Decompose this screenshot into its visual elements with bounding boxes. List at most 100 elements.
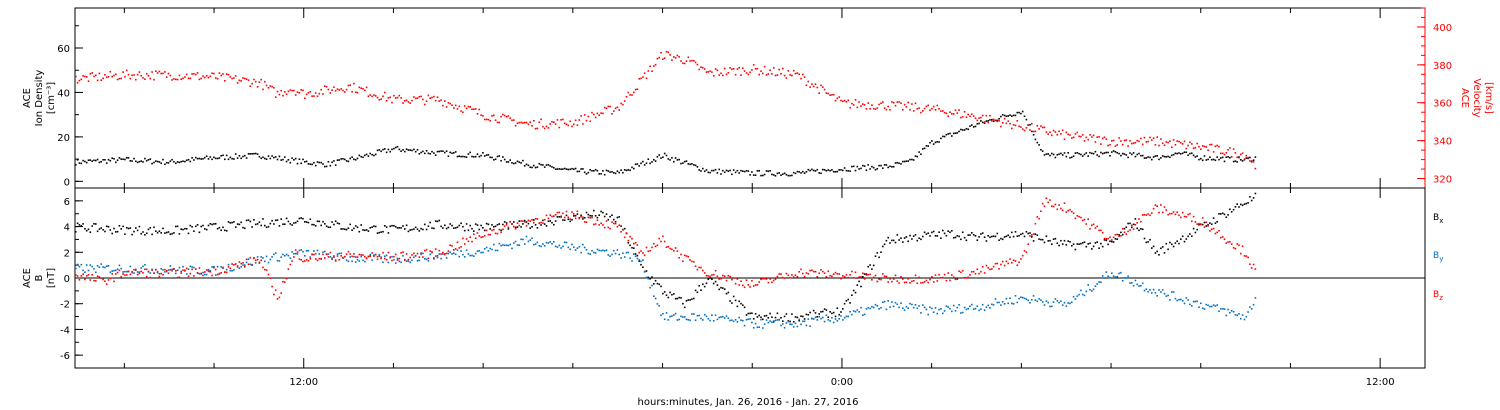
data-point (742, 67, 744, 69)
data-point (76, 275, 79, 277)
data-point (378, 99, 381, 101)
data-point (285, 217, 288, 220)
data-point (193, 266, 195, 269)
data-point (665, 246, 668, 248)
data-point (1134, 218, 1137, 220)
data-point (1123, 277, 1126, 279)
data-point (932, 105, 935, 108)
data-point (682, 316, 684, 318)
data-point (1241, 204, 1244, 207)
data-point (413, 148, 415, 151)
data-point (763, 173, 766, 176)
data-point (402, 251, 404, 253)
data-point (1034, 130, 1037, 133)
data-point (1054, 156, 1057, 159)
data-point (678, 56, 680, 58)
data-point (367, 95, 370, 98)
data-point (222, 267, 224, 270)
data-point (1023, 115, 1026, 118)
data-point (894, 162, 897, 164)
data-point (1200, 223, 1202, 226)
data-point (1007, 302, 1009, 305)
data-point (1161, 155, 1164, 157)
data-point (971, 232, 973, 234)
data-point (1185, 238, 1188, 240)
data-point (529, 239, 531, 241)
data-point (829, 94, 831, 96)
data-point (1214, 145, 1217, 148)
data-point (396, 227, 399, 229)
data-point (1045, 197, 1048, 200)
data-point (222, 73, 224, 75)
data-point (1174, 144, 1177, 146)
data-point (214, 77, 217, 79)
data-point (278, 225, 281, 227)
data-point (1036, 234, 1039, 236)
y-axis-title-line: ACE (22, 88, 33, 108)
data-point (1012, 124, 1015, 126)
data-point (860, 306, 862, 309)
data-point (120, 77, 122, 80)
data-point (82, 75, 84, 77)
data-point (127, 227, 130, 230)
data-point (1210, 143, 1213, 146)
data-point (596, 216, 599, 219)
data-point (609, 215, 611, 218)
data-point (118, 269, 121, 272)
data-point (245, 258, 248, 261)
data-point (834, 315, 837, 318)
data-point (725, 169, 728, 172)
data-point (447, 226, 450, 229)
data-point (671, 315, 673, 317)
data-point (75, 267, 77, 270)
data-point (1154, 155, 1157, 157)
data-point (1058, 130, 1060, 133)
data-point (345, 88, 348, 91)
data-point (851, 294, 853, 296)
data-point (660, 314, 662, 316)
data-point (1143, 213, 1146, 216)
data-point (1214, 232, 1217, 235)
data-point (831, 312, 833, 315)
data-point (543, 218, 546, 221)
data-point (209, 156, 212, 158)
y-axis-title-line: [nT] (46, 268, 57, 288)
data-point (923, 107, 926, 110)
data-point (1229, 147, 1231, 149)
data-point (1003, 236, 1006, 238)
data-point (752, 285, 755, 287)
data-point (981, 232, 984, 234)
data-point (716, 318, 719, 321)
data-point (294, 252, 297, 255)
data-point (1036, 125, 1039, 127)
data-point (184, 160, 186, 163)
data-point (389, 150, 391, 153)
data-point (978, 236, 980, 238)
data-point (1138, 285, 1140, 287)
data-point (609, 227, 611, 230)
data-point (600, 222, 602, 225)
data-point (603, 215, 606, 218)
data-point (231, 221, 233, 224)
data-point (1083, 140, 1086, 142)
data-point (158, 230, 161, 232)
data-point (1103, 277, 1106, 279)
data-point (291, 260, 293, 262)
data-point (689, 60, 691, 62)
data-point (769, 312, 771, 315)
data-point (578, 245, 581, 248)
data-point (480, 224, 482, 227)
data-point (762, 72, 764, 75)
data-point (911, 303, 913, 306)
data-point (418, 153, 421, 155)
data-point (633, 242, 635, 245)
data-point (216, 227, 219, 230)
data-point (669, 54, 671, 56)
data-point (414, 150, 417, 153)
data-point (1109, 143, 1111, 146)
data-point (1087, 284, 1089, 286)
data-point (78, 224, 81, 226)
data-point (1207, 225, 1209, 227)
data-point (622, 228, 624, 231)
data-point (585, 119, 588, 122)
